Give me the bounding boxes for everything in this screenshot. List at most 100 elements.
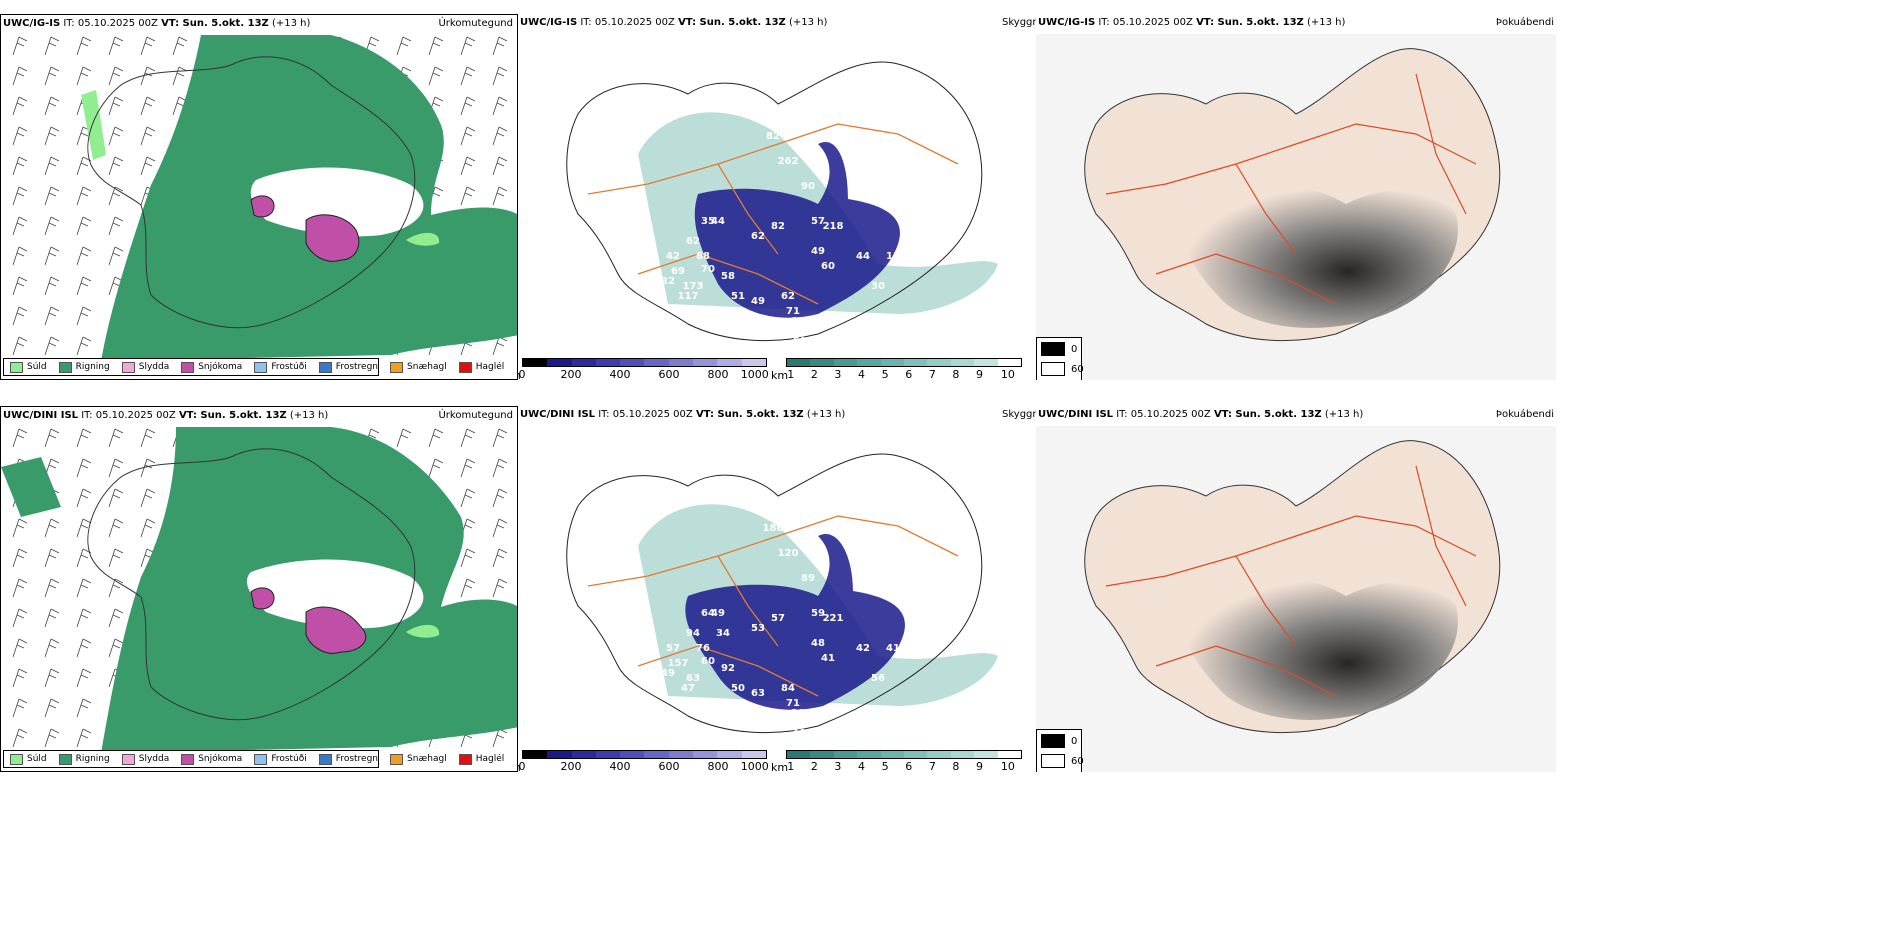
wind-barb <box>76 336 92 356</box>
wind-barb <box>44 96 60 116</box>
wind-barb <box>44 698 60 718</box>
legend-swatch <box>390 753 404 765</box>
wind-barb <box>428 36 444 56</box>
iceland-outline <box>87 56 416 329</box>
wind-barb <box>460 66 476 86</box>
ceiling-label: 60 <box>821 261 835 272</box>
drizzle-west <box>81 90 106 160</box>
panel-variable-title: Þokuábendi <box>1495 409 1554 420</box>
wind-barb <box>492 428 508 448</box>
ceiling-label: 64 <box>701 608 715 619</box>
ceiling-label: 44 <box>856 251 870 262</box>
legend-item: Slydda <box>121 361 169 373</box>
wind-barb <box>12 276 28 296</box>
wind-barb <box>172 36 188 56</box>
ceiling-label: 60 <box>701 656 715 667</box>
legend-swatch <box>390 361 404 373</box>
ceiling-visibility-panel-2: UWC/DINI ISL IT: 05.10.2025 00Z VT: Sun.… <box>518 406 1036 772</box>
ceiling-label: 53 <box>751 623 765 634</box>
legend-swatch <box>10 361 23 373</box>
wind-barb <box>108 608 124 628</box>
ceiling-label: 82 <box>771 221 785 232</box>
wind-barb <box>76 428 92 448</box>
wind-barb <box>396 428 412 448</box>
legend-swatch <box>181 361 195 373</box>
legend-item: Frostregn <box>318 361 378 373</box>
cloud-indicator-map <box>1036 34 1556 380</box>
rain-area-west <box>1 457 61 517</box>
wind-barb <box>44 548 60 568</box>
fog-field <box>1183 185 1458 328</box>
ceiling-tick-labels: 0 200 400 600 800 1000 <box>518 760 769 772</box>
wind-barb <box>76 276 92 296</box>
ceiling-label: 117 <box>793 728 814 736</box>
wind-barb <box>76 36 92 56</box>
wind-barb <box>492 728 508 748</box>
ceiling-tick-labels: 0 200 400 600 800 1000 <box>518 368 769 380</box>
ceiling-label: 218 <box>823 221 844 232</box>
wind-barb <box>428 66 444 86</box>
ceiling-field <box>685 534 905 710</box>
legend-item: Snæhagl <box>390 753 447 765</box>
ceiling-label: 157 <box>668 658 689 669</box>
wind-barb <box>12 336 28 356</box>
wind-barb <box>108 428 124 448</box>
wind-barb <box>108 186 124 206</box>
wind-barb <box>460 458 476 478</box>
wind-barb <box>44 66 60 86</box>
wind-barb <box>44 276 60 296</box>
ceiling-label: 34 <box>716 628 730 639</box>
ceiling-label: 63 <box>751 688 765 699</box>
legend-swatch <box>254 753 268 765</box>
wind-barb <box>108 246 124 266</box>
wind-barb <box>492 126 508 146</box>
wind-barb <box>76 698 92 718</box>
wind-barb <box>76 578 92 598</box>
wind-barb <box>12 608 28 628</box>
wind-barb <box>140 36 156 56</box>
ceiling-label: 59 <box>811 608 825 619</box>
wind-barb <box>76 668 92 688</box>
wind-barb <box>44 728 60 748</box>
ceiling-label: 262 <box>778 156 799 167</box>
legend-item: Snjókoma <box>181 753 242 765</box>
wind-barb <box>12 306 28 326</box>
wind-barb <box>428 458 444 478</box>
panel-variable-title: Þokuábendi <box>1495 17 1554 28</box>
wind-barb <box>492 458 508 478</box>
wind-barb <box>460 428 476 448</box>
panel-title: UWC/DINI ISL IT: 05.10.2025 00Z VT: Sun.… <box>520 409 846 420</box>
legend-swatch <box>121 753 135 765</box>
ceiling-label: 71 <box>786 698 800 709</box>
wind-barb <box>460 488 476 508</box>
ceiling-label: 63 <box>686 673 700 684</box>
wind-barb <box>44 638 60 658</box>
legend-item: Slydda <box>121 753 169 765</box>
ceiling-label: 56 <box>871 673 885 684</box>
ceiling-label: 38 <box>741 311 755 322</box>
iceland-outline <box>87 448 416 721</box>
ceiling-colorbar-strip <box>522 358 767 367</box>
iceland-outline <box>566 453 983 734</box>
ceiling-label: 49 <box>811 246 825 257</box>
wind-barb <box>492 96 508 116</box>
legend-item: Snjókoma <box>181 361 242 373</box>
panel-title: UWC/DINI ISL IT: 05.10.2025 00Z VT: Sun.… <box>3 410 329 421</box>
ceiling-colorbar-strip <box>522 750 767 759</box>
legend-swatch <box>458 753 472 765</box>
wind-barb <box>140 428 156 448</box>
ceiling-label: 82 <box>766 131 780 142</box>
ceiling-label: 30 <box>736 326 750 337</box>
wind-barb <box>108 488 124 508</box>
wind-barb <box>76 216 92 236</box>
visibility-tick-labels: 1 2 3 4 5 6 7 8 9 10 <box>787 760 1015 772</box>
legend-item: Frostregn <box>318 753 378 765</box>
ceiling-unit: m <box>518 761 521 772</box>
wind-barb <box>460 548 476 568</box>
ceiling-unit: m <box>518 369 521 380</box>
ceiling-label: 173 <box>683 281 704 292</box>
legend-item: Haglél <box>458 753 504 765</box>
ceiling-label: 76 <box>696 643 710 654</box>
